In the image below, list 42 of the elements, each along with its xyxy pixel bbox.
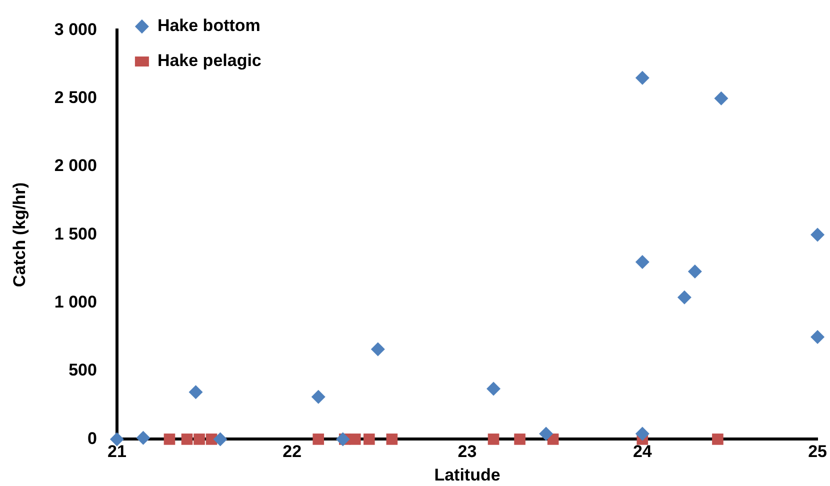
y-tick-label: 1 500 [54, 224, 97, 244]
y-tick-label: 2 500 [54, 88, 97, 108]
x-tick-label: 25 [808, 442, 828, 462]
point [336, 432, 350, 446]
point [164, 434, 176, 445]
point [213, 432, 228, 446]
point [635, 426, 650, 441]
point [311, 390, 326, 404]
y-tick-label: 500 [68, 360, 97, 380]
point [349, 434, 361, 445]
y-tick-label: 3 000 [54, 20, 97, 39]
point [810, 330, 825, 344]
point [370, 342, 385, 356]
point [312, 434, 324, 445]
point [539, 426, 554, 441]
point [677, 290, 692, 304]
x-tick-label: 22 [282, 442, 302, 462]
point [635, 70, 650, 85]
point [488, 434, 500, 445]
x-tick-label: 23 [458, 442, 477, 462]
x-axis-title: Latitude [434, 465, 500, 484]
point [364, 434, 375, 445]
point [136, 430, 150, 445]
point [194, 434, 205, 445]
point [714, 91, 728, 106]
legend-label: Hake pelagic [157, 51, 262, 70]
y-tick-label: 0 [87, 428, 97, 448]
point [712, 434, 724, 445]
point [810, 228, 825, 242]
point [188, 385, 203, 400]
legend-label: Hake bottom [157, 16, 260, 36]
point [514, 434, 526, 445]
y-tick-label: 1 000 [54, 292, 97, 312]
point [486, 382, 501, 396]
x-tick-label: 24 [632, 442, 652, 462]
point [181, 434, 193, 445]
y-tick-label: 2 000 [54, 156, 97, 176]
point [635, 254, 650, 269]
y-axis-title: Catch (kg/hr) [10, 182, 29, 288]
point [688, 264, 702, 279]
x-tick-label: 21 [107, 442, 126, 462]
point [386, 434, 398, 445]
